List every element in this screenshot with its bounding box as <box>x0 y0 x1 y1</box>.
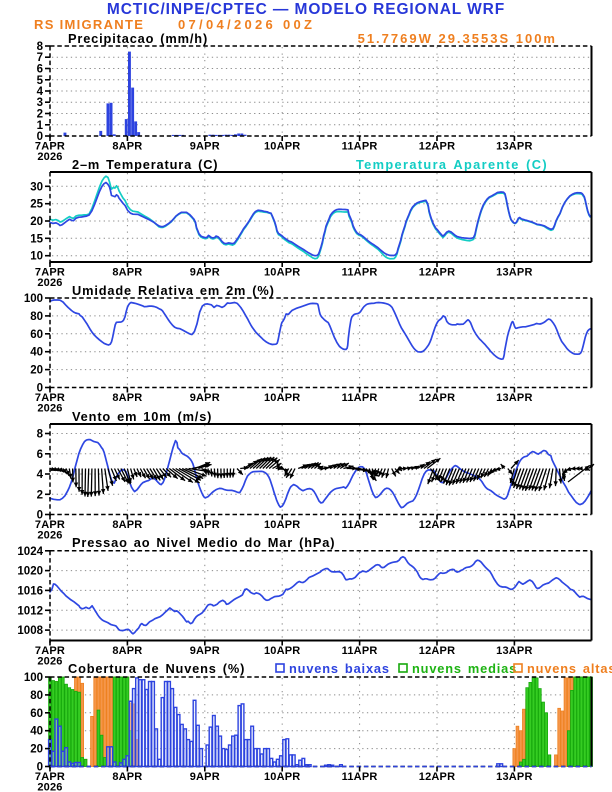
svg-text:15: 15 <box>30 233 43 245</box>
svg-text:4: 4 <box>37 86 44 98</box>
svg-text:0: 0 <box>37 383 43 395</box>
svg-text:nuvens altas: nuvens altas <box>527 661 612 676</box>
svg-text:20: 20 <box>30 365 43 377</box>
svg-text:6: 6 <box>37 64 43 76</box>
svg-text:13APR: 13APR <box>496 267 532 279</box>
svg-text:7APR: 7APR <box>35 645 65 657</box>
svg-text:80: 80 <box>30 690 43 702</box>
svg-text:60: 60 <box>30 708 43 720</box>
svg-text:13APR: 13APR <box>496 141 532 153</box>
svg-text:Temperatura Aparente (C): Temperatura Aparente (C) <box>356 157 548 172</box>
svg-text:11APR: 11APR <box>342 267 378 279</box>
svg-text:100: 100 <box>24 293 43 305</box>
svg-text:12APR: 12APR <box>419 141 455 153</box>
svg-text:2026: 2026 <box>37 782 62 792</box>
svg-text:RS IMIGRANTE: RS IMIGRANTE <box>34 17 144 32</box>
svg-text:8APR: 8APR <box>112 392 142 404</box>
svg-text:7: 7 <box>37 52 43 64</box>
svg-text:13APR: 13APR <box>496 771 532 783</box>
svg-text:10: 10 <box>30 251 43 263</box>
svg-text:nuvens baixas: nuvens baixas <box>289 661 390 676</box>
svg-text:51.7769W 29.3553S 100m: 51.7769W 29.3553S 100m <box>358 31 557 46</box>
svg-text:2026: 2026 <box>37 277 62 289</box>
svg-text:7APR: 7APR <box>35 519 65 531</box>
svg-text:7APR: 7APR <box>35 771 65 783</box>
svg-text:10APR: 10APR <box>264 645 300 657</box>
svg-text:40: 40 <box>30 347 43 359</box>
svg-text:10APR: 10APR <box>264 771 300 783</box>
svg-text:40: 40 <box>30 726 43 738</box>
svg-text:1016: 1016 <box>17 585 43 597</box>
svg-text:11APR: 11APR <box>342 645 378 657</box>
svg-text:12APR: 12APR <box>419 392 455 404</box>
svg-text:8APR: 8APR <box>112 141 142 153</box>
svg-text:8APR: 8APR <box>112 519 142 531</box>
svg-text:7APR: 7APR <box>35 267 65 279</box>
svg-text:5: 5 <box>37 75 44 87</box>
svg-text:12APR: 12APR <box>419 519 455 531</box>
svg-text:12APR: 12APR <box>419 771 455 783</box>
svg-text:2026: 2026 <box>37 151 62 163</box>
svg-text:10APR: 10APR <box>264 392 300 404</box>
svg-text:Precipitacao (mm/h): Precipitacao (mm/h) <box>68 31 208 46</box>
svg-text:2026: 2026 <box>37 656 62 668</box>
svg-text:9APR: 9APR <box>190 392 220 404</box>
svg-text:2–m Temperatura (C): 2–m Temperatura (C) <box>72 157 218 172</box>
svg-text:13APR: 13APR <box>496 392 532 404</box>
svg-text:100: 100 <box>24 672 43 684</box>
svg-text:3: 3 <box>37 97 43 109</box>
svg-text:10APR: 10APR <box>264 267 300 279</box>
svg-text:Vento em 10m (m/s): Vento em 10m (m/s) <box>72 409 212 424</box>
svg-text:8: 8 <box>37 429 44 441</box>
svg-text:8: 8 <box>37 41 44 53</box>
svg-text:11APR: 11APR <box>342 519 378 531</box>
svg-text:10APR: 10APR <box>264 141 300 153</box>
svg-text:0: 0 <box>37 510 43 522</box>
svg-text:8APR: 8APR <box>112 267 142 279</box>
svg-text:80: 80 <box>30 311 43 323</box>
svg-text:20: 20 <box>30 216 43 228</box>
svg-text:13APR: 13APR <box>496 519 532 531</box>
svg-text:30: 30 <box>30 181 43 193</box>
svg-text:9APR: 9APR <box>190 645 220 657</box>
svg-text:0: 0 <box>37 131 43 143</box>
svg-text:12APR: 12APR <box>419 645 455 657</box>
svg-text:2026: 2026 <box>37 403 62 415</box>
svg-text:9APR: 9APR <box>190 141 220 153</box>
svg-text:07/04/2026 00Z: 07/04/2026 00Z <box>178 17 315 32</box>
svg-text:Umidade Relativa em 2m (%): Umidade Relativa em 2m (%) <box>72 283 275 298</box>
svg-text:Pressao ao Nivel Medio do Mar: Pressao ao Nivel Medio do Mar (hPa) <box>72 535 335 550</box>
svg-text:7APR: 7APR <box>35 141 65 153</box>
svg-text:11APR: 11APR <box>342 141 378 153</box>
svg-text:20: 20 <box>30 744 43 756</box>
svg-text:7APR: 7APR <box>35 392 65 404</box>
svg-text:8APR: 8APR <box>112 771 142 783</box>
svg-text:2: 2 <box>37 489 43 501</box>
svg-text:1008: 1008 <box>17 625 43 637</box>
svg-text:1012: 1012 <box>17 605 43 617</box>
svg-text:13APR: 13APR <box>496 645 532 657</box>
svg-text:9APR: 9APR <box>190 519 220 531</box>
svg-text:4: 4 <box>37 469 44 481</box>
svg-text:8APR: 8APR <box>112 645 142 657</box>
svg-text:0: 0 <box>37 762 43 774</box>
svg-text:1: 1 <box>37 120 44 132</box>
svg-text:1020: 1020 <box>17 566 43 578</box>
svg-text:12APR: 12APR <box>419 267 455 279</box>
svg-text:9APR: 9APR <box>190 267 220 279</box>
svg-text:11APR: 11APR <box>342 771 378 783</box>
svg-text:60: 60 <box>30 329 43 341</box>
svg-text:Cobertura de Nuvens (%): Cobertura de Nuvens (%) <box>68 661 245 676</box>
svg-text:2: 2 <box>37 109 43 121</box>
svg-text:nuvens medias: nuvens medias <box>412 661 517 676</box>
svg-text:2026: 2026 <box>37 530 62 542</box>
svg-text:1024: 1024 <box>17 546 43 558</box>
svg-text:MCTIC/INPE/CPTEC — MODELO REGI: MCTIC/INPE/CPTEC — MODELO REGIONAL WRF <box>107 1 505 18</box>
svg-text:25: 25 <box>30 199 43 211</box>
svg-text:10APR: 10APR <box>264 519 300 531</box>
svg-text:11APR: 11APR <box>342 392 378 404</box>
svg-text:9APR: 9APR <box>190 771 220 783</box>
svg-text:6: 6 <box>37 449 43 461</box>
